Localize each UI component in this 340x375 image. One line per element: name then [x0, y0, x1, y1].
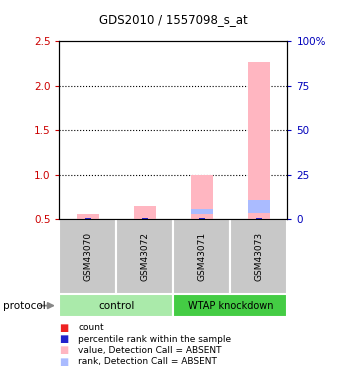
- Bar: [191, 175, 213, 219]
- Bar: [173, 219, 231, 294]
- Bar: [199, 218, 205, 219]
- Text: rank, Detection Call = ABSENT: rank, Detection Call = ABSENT: [78, 357, 217, 366]
- Text: GSM43073: GSM43073: [254, 232, 263, 281]
- Bar: [59, 294, 173, 317]
- Text: ■: ■: [59, 345, 69, 355]
- Bar: [248, 200, 270, 213]
- Bar: [256, 218, 262, 219]
- Text: GSM43070: GSM43070: [84, 232, 92, 281]
- Bar: [173, 294, 287, 317]
- Text: ■: ■: [59, 323, 69, 333]
- Text: control: control: [98, 301, 135, 310]
- Bar: [85, 218, 91, 219]
- Text: ■: ■: [59, 357, 69, 366]
- Text: protocol: protocol: [3, 301, 46, 310]
- Text: GDS2010 / 1557098_s_at: GDS2010 / 1557098_s_at: [99, 13, 248, 26]
- Bar: [134, 206, 156, 219]
- Text: GSM43072: GSM43072: [140, 232, 149, 281]
- Bar: [256, 218, 262, 219]
- Bar: [248, 62, 270, 219]
- Bar: [77, 214, 99, 219]
- Text: value, Detection Call = ABSENT: value, Detection Call = ABSENT: [78, 346, 222, 355]
- Text: GSM43071: GSM43071: [198, 232, 206, 281]
- Text: percentile rank within the sample: percentile rank within the sample: [78, 334, 231, 344]
- Bar: [142, 218, 148, 219]
- Bar: [116, 219, 173, 294]
- Bar: [59, 219, 116, 294]
- Text: ■: ■: [59, 334, 69, 344]
- Bar: [85, 218, 91, 219]
- Text: count: count: [78, 323, 104, 332]
- Text: WTAP knockdown: WTAP knockdown: [188, 301, 273, 310]
- Bar: [191, 209, 213, 214]
- Bar: [231, 219, 287, 294]
